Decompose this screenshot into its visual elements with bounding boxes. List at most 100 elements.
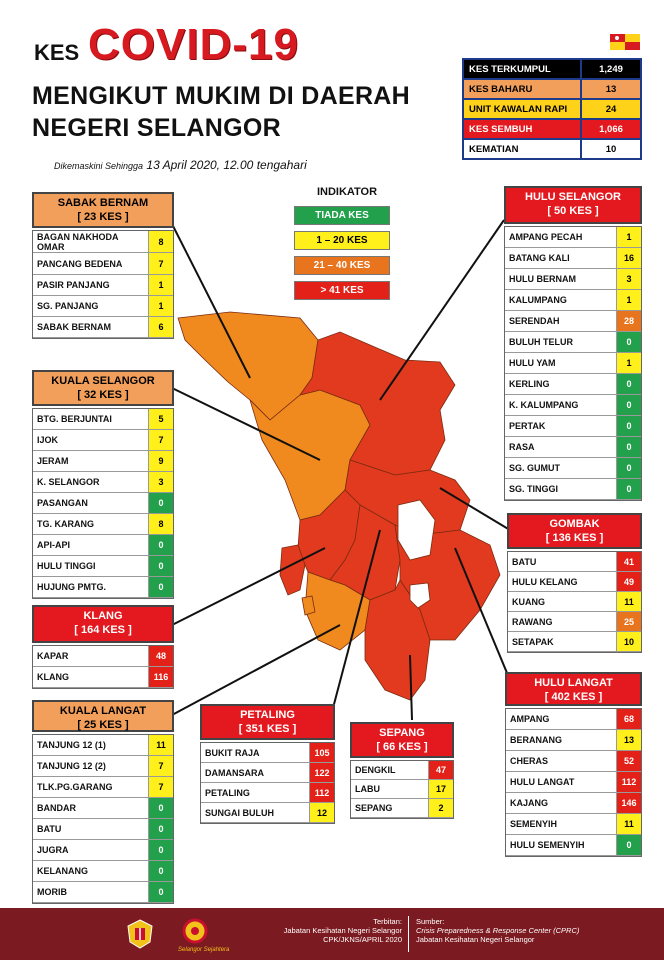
leader-gombak (439, 487, 511, 531)
mukim-name: HUJUNG PMTG. (37, 582, 107, 592)
district-name: SABAK BERNAM (57, 197, 149, 209)
mukim-value: 1 (148, 296, 173, 316)
mukim-row: KELANANG 0 (33, 861, 173, 882)
mukim-name: BULUH TELUR (509, 337, 573, 347)
mukim-value: 0 (616, 395, 641, 415)
mukim-list: BTG. BERJUNTAI 5 IJOK 7 JERAM 9 K. SELANGOR 3 PA… (32, 408, 174, 599)
mukim-row: PANCANG BEDENA 7 (33, 253, 173, 275)
mukim-value: 49 (616, 572, 641, 591)
mukim-row: KLANG 116 (33, 667, 173, 688)
mukim-value: 10 (616, 632, 641, 651)
mukim-name: KUANG (512, 596, 545, 607)
mukim-value: 8 (148, 231, 173, 252)
mukim-value: 16 (616, 248, 641, 268)
mukim-row: RASA 0 (505, 437, 641, 458)
title-kes: KES (34, 40, 80, 65)
mukim-row: IJOK 7 (33, 430, 173, 451)
mukim-row: HULU BERNAM 3 (505, 269, 641, 290)
mukim-row: BUKIT RAJA 105 (201, 743, 334, 763)
district-total: [ 23 KES ] (77, 211, 129, 223)
leader-sepang (409, 654, 413, 721)
mukim-row: SUNGAI BULUH 12 (201, 803, 334, 823)
mukim-name: BATANG KALI (509, 253, 570, 263)
district-name: KUALA SELANGOR (51, 375, 155, 387)
region-putrajaya (409, 582, 431, 609)
summary-value: 10 (580, 138, 642, 160)
terbitan-block: Terbitan: Jabatan Kesihatan Negeri Selan… (262, 917, 402, 944)
mukim-name: HULU SEMENYIH (510, 840, 585, 850)
terbitan-code: CPK/JKNS/APRIL 2020 (323, 935, 402, 944)
mukim-value: 116 (148, 667, 173, 687)
mukim-name: HULU BERNAM (509, 274, 576, 284)
mukim-name: SEMENYIH (510, 819, 558, 829)
mukim-value: 7 (148, 430, 173, 450)
leader-hulu-selangor (379, 219, 505, 401)
mukim-value: 0 (148, 819, 173, 839)
mukim-row: BULUH TELUR 0 (505, 332, 641, 353)
mukim-row: PASANGAN 0 (33, 493, 173, 514)
district-header: SEPANG [ 66 KES ] (350, 722, 454, 758)
summary-value: 13 (580, 78, 642, 100)
mukim-name: KALUMPANG (509, 295, 567, 305)
mukim-name: JERAM (37, 456, 69, 466)
region-pulau-indah (301, 595, 316, 616)
mukim-row: K. SELANGOR 3 (33, 472, 173, 493)
mukim-list: KAPAR 48 KLANG 116 (32, 645, 174, 689)
district-name: KUALA LANGAT (59, 705, 147, 717)
sumber-1: Crisis Preparedness & Response Center (C… (416, 926, 580, 935)
mukim-value: 0 (616, 374, 641, 394)
mukim-value: 3 (616, 269, 641, 289)
mukim-value: 28 (616, 311, 641, 331)
mukim-name: KERLING (509, 379, 550, 389)
sumber-block: Sumber: Crisis Preparedness & Response C… (416, 917, 616, 944)
mukim-value: 0 (148, 556, 173, 576)
district-name: KLANG (83, 610, 123, 622)
district-total: [ 136 KES ] (545, 532, 604, 544)
region-sepang (364, 579, 431, 701)
mukim-row: SEPANG 2 (351, 799, 453, 818)
mukim-name: BAGAN NAKHODA OMAR (37, 231, 119, 252)
district-header: KLANG [ 164 KES ] (32, 605, 174, 643)
mukim-value: 0 (616, 458, 641, 478)
mukim-value: 0 (616, 332, 641, 352)
mukim-value: 7 (148, 756, 173, 776)
mukim-name: SEPANG (355, 803, 393, 813)
mukim-name: SABAK BERNAM (37, 322, 111, 332)
mukim-name: PASIR PANJANG (37, 280, 110, 290)
mukim-value: 0 (148, 493, 173, 513)
summary-value: 1,249 (580, 58, 642, 80)
summary-row: UNIT KAWALAN RAPI 24 (462, 98, 642, 120)
district-header: HULU LANGAT [ 402 KES ] (505, 672, 642, 706)
mukim-row: HULU LANGAT 112 (506, 772, 641, 793)
mukim-list: AMPANG 68 BERANANG 13 CHERAS 52 HULU LANGAT 112… (505, 708, 642, 857)
mukim-value: 0 (616, 479, 641, 499)
mukim-name: DENGKIL (355, 765, 396, 775)
mukim-value: 0 (616, 835, 641, 855)
leader-petaling (332, 529, 381, 709)
mukim-row: AMPANG PECAH 1 (505, 227, 641, 248)
mukim-name: BATU (37, 824, 62, 834)
summary-value: 1,066 (580, 118, 642, 140)
district-name: HULU SELANGOR (525, 191, 621, 203)
summary-value: 24 (580, 98, 642, 120)
mukim-name: SG. TINGGI (509, 484, 559, 494)
district-name: SEPANG (379, 727, 425, 739)
mukim-name: AMPANG PECAH (509, 232, 583, 242)
footer-divider (408, 916, 409, 952)
title-line-2: NEGERI SELANGOR (32, 114, 281, 142)
mukim-name: HULU TINGGI (37, 561, 96, 571)
mukim-row: BERANANG 13 (506, 730, 641, 751)
mukim-row: BTG. BERJUNTAI 5 (33, 409, 173, 430)
mukim-name: SG. PANJANG (37, 301, 99, 311)
summary-label: KES SEMBUH (462, 118, 582, 140)
mukim-name: KELANANG (37, 866, 88, 876)
summary-label: KES BAHARU (462, 78, 582, 100)
mukim-row: JUGRA 0 (33, 840, 173, 861)
mukim-value: 11 (616, 814, 641, 834)
mukim-row: SABAK BERNAM 6 (33, 317, 173, 338)
mukim-name: JUGRA (37, 845, 69, 855)
mukim-value: 0 (616, 416, 641, 436)
mukim-row: AMPANG 68 (506, 709, 641, 730)
mukim-value: 0 (148, 882, 173, 902)
mukim-list: DENGKIL 47 LABU 17 SEPANG 2 (350, 760, 454, 819)
